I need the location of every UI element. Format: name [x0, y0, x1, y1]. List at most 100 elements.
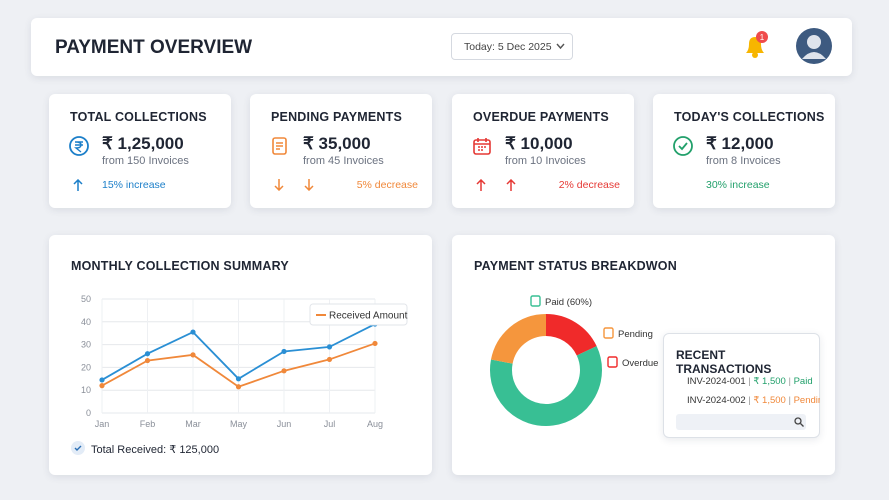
- card-amount: ₹ 12,000: [706, 134, 774, 153]
- card-change: 5% decrease: [356, 179, 418, 191]
- icon: [69, 136, 89, 156]
- transactions-panel: RECENT TRANSACTIONS INV-2024-001 | ₹ 1,5…: [663, 333, 820, 438]
- panel-title: RECENT TRANSACTIONS: [676, 348, 772, 376]
- check-icon: [71, 441, 85, 455]
- arrow: [73, 178, 83, 191]
- transaction-row: INV-2024-001 | ₹ 1,500 | Paid: [687, 376, 820, 387]
- search-icon: [794, 417, 804, 427]
- arrow: [274, 179, 284, 192]
- date-text: Today: 5 Dec 2025: [464, 41, 552, 53]
- data-point: [99, 377, 105, 383]
- transaction-row: INV-2024-002 | ₹ 1,500 | Pending: [687, 395, 820, 406]
- card-title: OVERDUE PAYMENTS: [473, 110, 609, 124]
- separator: |: [785, 376, 794, 387]
- y-tick-label: 10: [81, 385, 91, 395]
- chevron: [556, 43, 565, 50]
- card-title: TOTAL COLLECTIONS: [70, 110, 207, 124]
- trend-arrow: [476, 178, 486, 196]
- card-invoices: from 150 Invoices: [102, 155, 189, 167]
- status: Pending: [793, 395, 820, 406]
- data-point: [326, 356, 333, 363]
- label-icon: [530, 295, 541, 307]
- monthly-panel: MONTHLY COLLECTION SUMMARY Total Receive…: [49, 235, 432, 475]
- data-point: [235, 376, 242, 382]
- card-amount: ₹ 1,25,000: [102, 134, 184, 153]
- trend-arrow: [506, 178, 516, 196]
- label-icon: [607, 356, 618, 368]
- invoice-id: INV-2024-002: [687, 395, 746, 406]
- amount: ₹ 1,500: [753, 376, 786, 387]
- stat-card: TOTAL COLLECTIONS ₹ 1,25,000 from 150 Invo…: [49, 94, 231, 208]
- y-tick-label: 40: [81, 317, 91, 327]
- legend-label: Paid (60%): [545, 297, 592, 308]
- card-change: 2% decrease: [558, 179, 620, 191]
- legend-box: [309, 303, 408, 326]
- card-icon: [472, 136, 492, 161]
- card-icon: [673, 136, 693, 161]
- data-point: [281, 368, 287, 374]
- arrow: [304, 179, 314, 192]
- trend-arrow: [73, 178, 83, 196]
- page-title: PAYMENT OVERVIEW: [55, 37, 253, 58]
- x-tick-label: Jul: [324, 419, 336, 429]
- data-point: [99, 383, 105, 389]
- card-amount: ₹ 10,000: [505, 134, 573, 153]
- separator: |: [785, 395, 794, 406]
- arrow: [476, 178, 486, 191]
- y-tick-label: 50: [81, 294, 91, 304]
- card-change: 15% increase: [102, 179, 166, 191]
- stat-card: PENDING PAYMENTS ₹ 35,000 from 45 Invoices…: [250, 94, 432, 208]
- data-point: [235, 384, 242, 390]
- data-point: [326, 344, 333, 350]
- separator: |: [745, 395, 754, 406]
- card-amount: ₹ 35,000: [303, 134, 371, 153]
- panel-title: MONTHLY COLLECTION SUMMARY: [71, 259, 289, 273]
- trend-arrow: [274, 178, 284, 196]
- y-tick-label: 20: [81, 362, 91, 372]
- data-point: [144, 357, 151, 364]
- x-tick-label: Mar: [185, 419, 201, 429]
- panel-title: PAYMENT STATUS BREAKDWON: [474, 259, 677, 273]
- badge-count: 1: [760, 33, 765, 42]
- data-point: [372, 340, 378, 347]
- avatar[interactable]: [795, 27, 833, 65]
- card-invoices: from 10 Invoices: [505, 155, 586, 167]
- data-point: [190, 329, 196, 335]
- card-icon: [270, 136, 290, 161]
- arrow: [506, 178, 516, 191]
- x-tick-label: May: [230, 419, 248, 429]
- status: Paid: [793, 376, 813, 387]
- y-tick-label: 0: [86, 408, 91, 418]
- date-picker[interactable]: Today: 5 Dec 2025: [451, 33, 573, 60]
- icon: [673, 136, 693, 156]
- stat-card: OVERDUE PAYMENTS ₹ 10,000 from 10 Invoices…: [452, 94, 634, 208]
- card-invoices: from 45 Invoices: [303, 155, 384, 167]
- y-tick-label: 30: [81, 340, 91, 350]
- legend-label: Overdue: [622, 358, 658, 369]
- x-tick-label: Jan: [95, 419, 110, 429]
- icon: [473, 138, 491, 155]
- data-point: [281, 348, 287, 355]
- header: PAYMENT OVERVIEW Today: 5 Dec 2025 1: [31, 18, 852, 76]
- label-icon: [603, 327, 614, 339]
- donut-segment: [490, 314, 547, 365]
- stat-card: TODAY'S COLLECTIONS ₹ 12,000 from 8 Invoic…: [653, 94, 835, 208]
- invoice-id: INV-2024-001: [687, 376, 746, 387]
- card-title: PENDING PAYMENTS: [271, 110, 403, 124]
- data-point: [190, 352, 196, 358]
- card-change: 30% increase: [706, 179, 770, 191]
- separator: |: [745, 376, 754, 387]
- icon: [272, 137, 287, 155]
- search-box[interactable]: [676, 414, 806, 430]
- legend-label: Received Amount: [329, 311, 408, 322]
- x-tick-label: Feb: [140, 419, 156, 429]
- legend-label: Pending: [618, 329, 653, 340]
- x-tick-label: Jun: [277, 419, 292, 429]
- bell[interactable]: 1: [741, 30, 771, 62]
- amount: ₹ 1,500: [753, 395, 786, 406]
- card-title: TODAY'S COLLECTIONS: [674, 110, 825, 124]
- card-icon: [69, 136, 89, 161]
- donut-segment: [490, 346, 602, 426]
